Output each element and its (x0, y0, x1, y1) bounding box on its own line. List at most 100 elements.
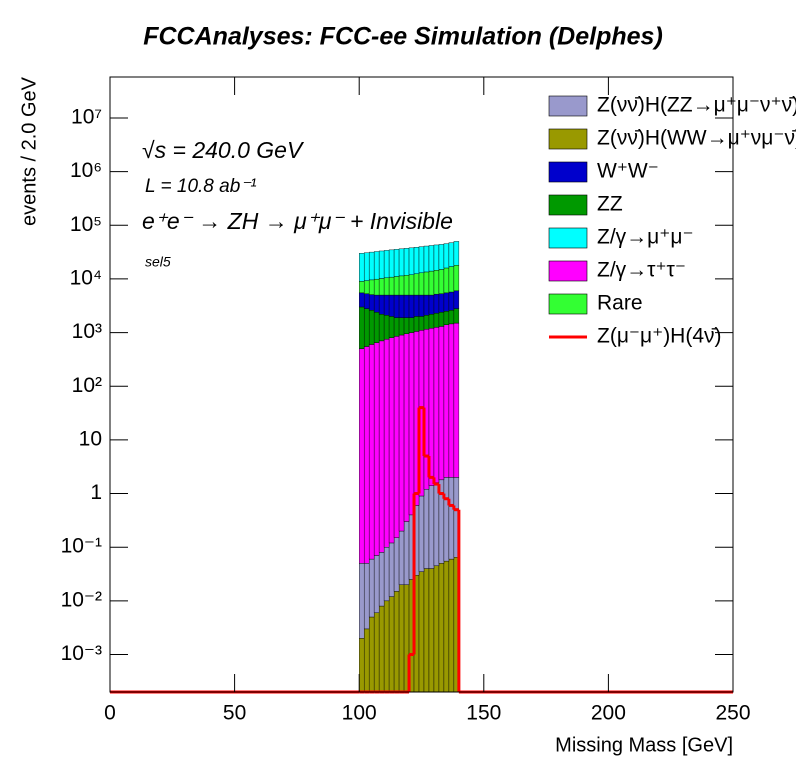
x-tick-label: 250 (715, 702, 750, 725)
histogram-bar (423, 568, 430, 693)
histogram-bar (393, 276, 400, 296)
histogram-bar (418, 495, 425, 572)
histogram-bar (378, 552, 385, 607)
legend-swatch (548, 161, 588, 183)
histogram-bar (368, 294, 375, 311)
legend-label: W⁺W⁻ (597, 160, 659, 183)
histogram-bar (433, 482, 440, 566)
histogram-bar (428, 270, 435, 296)
histogram-bar (383, 294, 390, 316)
y-tick-label: 10⁶ (70, 159, 102, 182)
histogram-bar (413, 316, 420, 332)
histogram-bar (448, 323, 455, 478)
histogram-bar (383, 339, 390, 548)
histogram-bar (368, 279, 375, 295)
legend-label: Z/γ→μ⁺μ⁻ (597, 226, 694, 249)
x-axis-label: Missing Mass [GeV] (555, 734, 733, 756)
histogram-bar (443, 311, 450, 325)
x-tick-label: 150 (466, 702, 501, 725)
histogram-bar (423, 315, 430, 330)
histogram-bar (368, 344, 375, 560)
legend-swatch (548, 95, 588, 117)
histogram-bar (423, 489, 430, 569)
histogram-bar (363, 252, 370, 281)
histogram-bar (433, 293, 440, 314)
histogram-bar (368, 616, 375, 693)
histogram-bar (368, 558, 375, 618)
histogram-bar (373, 612, 380, 693)
histogram-bar (408, 247, 415, 275)
histogram-bar (428, 568, 435, 693)
x-tick-label: 200 (591, 702, 626, 725)
histogram-bar (408, 294, 415, 318)
histogram-bar (428, 294, 435, 315)
histogram-bar (383, 546, 390, 602)
annotation: L = 10.8 ab⁻¹ (145, 176, 257, 197)
histogram-bar (438, 244, 445, 270)
histogram-bar (393, 591, 400, 693)
histogram-bar (443, 324, 450, 478)
histogram-bar (448, 477, 455, 560)
histogram-bar (373, 555, 380, 613)
chart-title: FCCAnalyses: FCC-ee Simulation (Delphes) (143, 23, 663, 51)
y-tick-label: 10³ (72, 320, 102, 343)
histogram-bar (448, 310, 455, 325)
histogram-bar (433, 312, 440, 328)
histogram-bar (388, 294, 395, 317)
histogram-bar (438, 311, 445, 327)
histogram-bar (398, 275, 405, 296)
histogram-bar (363, 563, 370, 630)
histogram-bar (423, 271, 430, 296)
histogram-bar (453, 322, 460, 478)
histogram-bar (388, 596, 395, 693)
histogram-bar (359, 292, 365, 308)
histogram-bar (388, 249, 395, 278)
histogram-bar (373, 251, 380, 280)
histogram-bar (378, 278, 385, 296)
y-tick-label: 10⁻³ (61, 642, 102, 665)
histogram-bar (438, 293, 445, 313)
histogram-bar (359, 281, 365, 294)
histogram-bar (393, 249, 400, 277)
x-tick-label: 50 (223, 702, 246, 725)
histogram-bar (359, 563, 365, 639)
histogram-bar (413, 294, 420, 317)
y-tick-label: 10² (72, 374, 102, 397)
y-tick-label: 10⁻¹ (61, 535, 102, 558)
legend-swatch (548, 293, 588, 315)
histogram-bar (443, 267, 450, 294)
annotation: √s = 240.0 GeV (142, 137, 305, 163)
histogram-bar (363, 346, 370, 564)
histogram-bar (359, 306, 365, 349)
histogram-bar (453, 241, 460, 266)
legend-swatch (548, 128, 588, 150)
legend-label: Z(μ⁻μ⁺)H(4ν̄) (597, 325, 722, 348)
x-tick-label: 0 (104, 702, 116, 725)
histogram-bar (403, 294, 410, 318)
histogram-bar (433, 270, 440, 295)
histogram-bar (408, 332, 415, 516)
histogram-bar (378, 314, 385, 342)
legend-label: Rare (597, 292, 643, 315)
legend-swatch (548, 194, 588, 216)
histogram-bar (373, 278, 380, 296)
y-tick-label: 1 (90, 481, 102, 504)
histogram-bar (443, 292, 450, 312)
histogram-bar (378, 250, 385, 279)
histogram-bar (359, 253, 365, 282)
legend-swatch (548, 260, 588, 282)
histogram-bar (383, 250, 390, 278)
histogram-bar (438, 269, 445, 294)
histogram-bar (378, 294, 385, 315)
histogram-bar (398, 294, 405, 318)
y-axis-label: events / 2.0 GeV (18, 76, 40, 226)
histogram-bar (418, 246, 425, 274)
histogram-bar (403, 275, 410, 296)
plot-frame (109, 76, 734, 693)
histogram-bar (438, 326, 445, 481)
legend-label: Z/γ→τ⁺τ⁻ (597, 259, 686, 282)
histogram-bar (443, 560, 450, 693)
histogram-bar (393, 336, 400, 538)
histogram-bar (413, 247, 420, 274)
histogram-bar (448, 291, 455, 311)
